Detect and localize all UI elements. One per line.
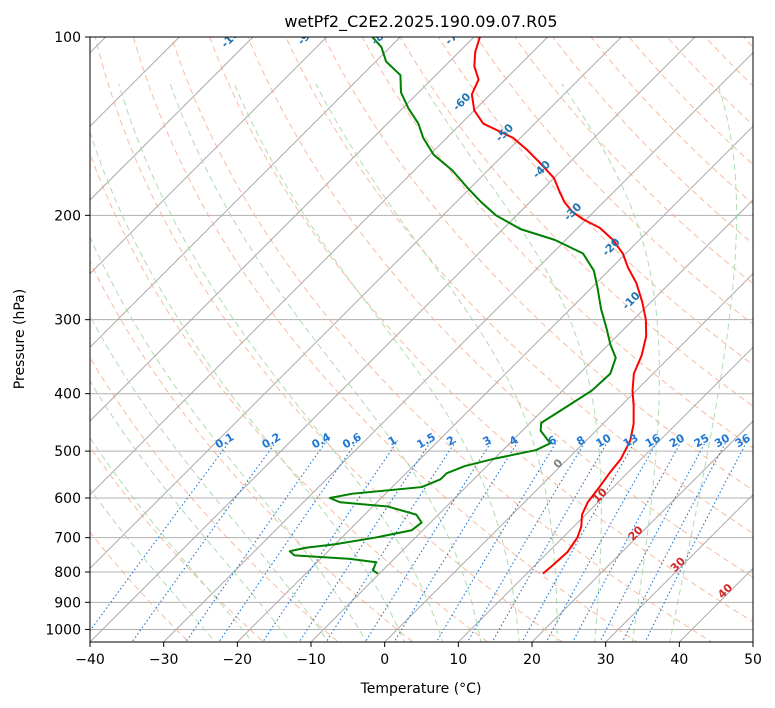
x-tick-label: 50 [744, 652, 762, 668]
data-layer [288, 37, 648, 575]
mixing-ratio-line [599, 440, 707, 642]
moist-adiabat-line [118, 83, 444, 642]
isotherm-line [90, 37, 254, 201]
mixing-ratio-line [393, 440, 520, 642]
dewpoint-line [288, 37, 617, 575]
dry-adiabat-line [132, 37, 638, 642]
grid-layer [90, 37, 753, 642]
isotherm-line [457, 346, 753, 642]
x-tick-label: −30 [149, 652, 179, 668]
chart-title: wetPf2_C2E2.2025.190.09.07.R05 [284, 12, 557, 32]
mixing-ratio-line [545, 440, 659, 642]
mixing-ratio-line [262, 440, 399, 642]
plot-background [90, 37, 753, 642]
mixing-ratio-line [572, 440, 683, 642]
isotherm-line [162, 51, 753, 642]
temperature-line [470, 37, 648, 575]
x-tick-label: 20 [523, 652, 541, 668]
isotherm-line [383, 272, 753, 642]
moist-adiabat-line [561, 83, 660, 642]
dry-adiabat-line [514, 37, 753, 285]
mixing-ratio-line [90, 440, 231, 632]
isotherm-line [90, 37, 181, 128]
y-tick-label: 100 [54, 30, 81, 46]
mixing-ratio-line [435, 440, 558, 642]
isotherm-line [310, 199, 753, 642]
mixing-ratio-line [521, 440, 637, 642]
mixing-ratio-line [491, 440, 609, 642]
x-tick-label: 30 [597, 652, 615, 668]
dry-adiabat-line [399, 37, 753, 407]
isotherm-line [236, 125, 753, 642]
y-tick-label: 700 [54, 531, 81, 547]
dry-adiabat-line [285, 37, 753, 535]
dry-adiabat-line [247, 37, 753, 578]
x-tick-label: 40 [670, 652, 688, 668]
x-tick-label: −10 [296, 652, 326, 668]
moist-adiabat-line [90, 130, 406, 642]
dry-adiabat-line [90, 446, 265, 642]
moist-adiabat-line [669, 83, 738, 642]
isotherm-label: -90 [295, 24, 318, 47]
isotherm-line [604, 493, 753, 642]
moist-adiabat-line [315, 83, 558, 642]
y-axis-title: Pressure (hPa) [12, 289, 28, 389]
dry-adiabat-line [323, 37, 753, 491]
moist-adiabat-line [169, 83, 482, 642]
dry-adiabat-line [361, 37, 753, 449]
isotherm-line [90, 37, 402, 349]
isotherm-line [90, 37, 696, 642]
mixing-ratio-line [185, 440, 328, 642]
x-tick-label: −20 [223, 652, 253, 668]
x-tick-label: −40 [75, 652, 105, 668]
plot-frame [89, 36, 754, 643]
mixing-ratio-line [298, 440, 432, 642]
isotherm-line [90, 37, 549, 496]
dry-adiabat-line [475, 37, 753, 325]
x-axis-title: Temperature (°C) [360, 681, 482, 697]
y-tick-label: 500 [54, 444, 81, 460]
isotherm-label: -70 [442, 24, 465, 47]
dry-adiabat-line [94, 37, 564, 642]
isotherm-line [90, 37, 623, 570]
y-tick-label: 1000 [45, 622, 81, 638]
y-tick-label: 200 [54, 208, 81, 224]
moist-adiabat-line [90, 488, 216, 642]
mixing-ratio-line [466, 440, 587, 642]
axis-layer: −40 −30 −20 −10 0 10 20 30 40 50 1000 900 800 700 600 5… [45, 30, 762, 668]
moist-adiabat-line [422, 83, 602, 642]
y-tick-label: 900 [54, 595, 81, 611]
dry-adiabat-line [90, 260, 414, 642]
isotherm-line [90, 37, 328, 275]
x-tick-label: 0 [380, 652, 389, 668]
x-tick-label: 10 [449, 652, 467, 668]
mixing-ratio-line [218, 440, 358, 642]
y-tick-label: 300 [54, 313, 81, 329]
moist-adiabat-line [90, 315, 329, 642]
isotherm-label: -80 [369, 24, 392, 47]
y-tick-label: 400 [54, 387, 81, 403]
y-tick-label: 800 [54, 565, 81, 581]
isotherm-line [531, 420, 753, 642]
dry-adiabat-line [437, 37, 753, 366]
y-tick-label: 600 [54, 491, 81, 507]
moist-adiabat-line [233, 83, 520, 642]
dry-adiabat-line [90, 152, 489, 642]
isotherm-line [90, 37, 475, 422]
